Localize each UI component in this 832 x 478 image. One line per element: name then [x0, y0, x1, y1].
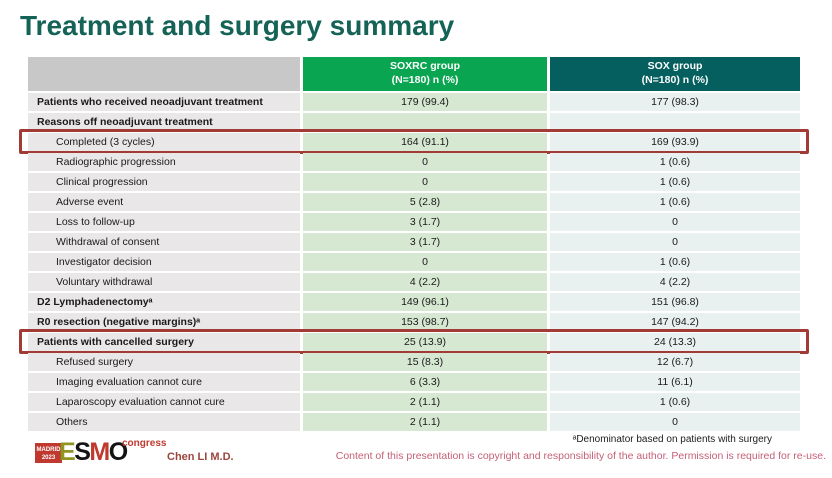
row-label: Investigator decision: [28, 253, 300, 271]
soxrc-value: 3 (1.7): [303, 213, 547, 231]
soxrc-value: 25 (13.9): [303, 333, 547, 351]
sox-value: 1 (0.6): [550, 193, 800, 211]
esmo-wordmark: ESMO: [59, 437, 128, 467]
soxrc-value: 4 (2.2): [303, 273, 547, 291]
denominator-footnote: ᵃDenominator based on patients with surg…: [572, 434, 772, 445]
row-label: Loss to follow-up: [28, 213, 300, 231]
table-row: Radiographic progression 0 1 (0.6): [28, 153, 800, 171]
row-label: Patients who received neoadjuvant treatm…: [28, 93, 300, 111]
sox-value: 11 (6.1): [550, 373, 800, 391]
table-row: Patients who received neoadjuvant treatm…: [28, 93, 800, 111]
table-row: Reasons off neoadjuvant treatment: [28, 113, 800, 131]
row-label: Patients with cancelled surgery: [28, 333, 300, 351]
soxrc-value: 0: [303, 153, 547, 171]
esmo-letter-o: O: [108, 438, 128, 466]
table-row: Withdrawal of consent 3 (1.7) 0: [28, 233, 800, 251]
soxrc-value: 2 (1.1): [303, 393, 547, 411]
copyright-notice: Content of this presentation is copyrigh…: [335, 450, 826, 462]
sox-value: 1 (0.6): [550, 393, 800, 411]
table-header-row: SOXRC group (N=180) n (%) SOX group (N=1…: [28, 57, 800, 91]
madrid-2023-badge: MADRID 2023: [35, 443, 62, 463]
table-row: Voluntary withdrawal 4 (2.2) 4 (2.2): [28, 273, 800, 291]
sox-value: 24 (13.3): [550, 333, 800, 351]
row-label: Withdrawal of consent: [28, 233, 300, 251]
table-row: Others 2 (1.1) 0: [28, 413, 800, 431]
header-sox-subtitle: (N=180) n (%): [641, 74, 709, 86]
slide-title: Treatment and surgery summary: [20, 10, 455, 41]
row-label: Completed (3 cycles): [28, 133, 300, 151]
esmo-letter-e: E: [59, 438, 76, 466]
sox-value: [550, 113, 800, 131]
soxrc-value: 164 (91.1): [303, 133, 547, 151]
soxrc-value: 5 (2.8): [303, 193, 547, 211]
sox-value: 147 (94.2): [550, 313, 800, 331]
esmo-letter-m: M: [89, 438, 110, 466]
header-soxrc-subtitle: (N=180) n (%): [391, 74, 459, 86]
sox-value: 1 (0.6): [550, 173, 800, 191]
row-label: D2 Lymphadenectomyᵃ: [28, 293, 300, 311]
table-row: Adverse event 5 (2.8) 1 (0.6): [28, 193, 800, 211]
soxrc-value: [303, 113, 547, 131]
table-row: R0 resection (negative margins)ᵃ 153 (98.…: [28, 313, 800, 331]
header-empty-cell: [28, 57, 300, 91]
sox-value: 0: [550, 233, 800, 251]
soxrc-value: 179 (99.4): [303, 93, 547, 111]
row-label: Voluntary withdrawal: [28, 273, 300, 291]
sox-value: 1 (0.6): [550, 153, 800, 171]
badge-year: 2023: [41, 455, 56, 462]
table-row: Laparoscopy evaluation cannot cure 2 (1.1…: [28, 393, 800, 411]
soxrc-value: 149 (96.1): [303, 293, 547, 311]
sox-value: 177 (98.3): [550, 93, 800, 111]
row-label: Laparoscopy evaluation cannot cure: [28, 393, 300, 411]
header-sox-title: SOX group: [647, 60, 703, 73]
table-row: Loss to follow-up 3 (1.7) 0: [28, 213, 800, 231]
sox-value: 0: [550, 413, 800, 431]
esmo-congress-logo: MADRID 2023 ESMO congress: [35, 437, 167, 470]
soxrc-value: 3 (1.7): [303, 233, 547, 251]
soxrc-value: 6 (3.3): [303, 373, 547, 391]
row-label: Imaging evaluation cannot cure: [28, 373, 300, 391]
sox-value: 0: [550, 213, 800, 231]
sox-value: 12 (6.7): [550, 353, 800, 371]
row-label: Reasons off neoadjuvant treatment: [28, 113, 300, 131]
row-label: Radiographic progression: [28, 153, 300, 171]
congress-label: congress: [122, 438, 167, 449]
table-row: Refused surgery 15 (8.3) 12 (6.7): [28, 353, 800, 371]
table-row: Imaging evaluation cannot cure 6 (3.3) 11 …: [28, 373, 800, 391]
header-soxrc-group: SOXRC group (N=180) n (%): [303, 57, 547, 91]
table-row: Completed (3 cycles) 164 (91.1) 169 (93.9): [19, 129, 809, 154]
table-row: Clinical progression 0 1 (0.6): [28, 173, 800, 191]
sox-value: 151 (96.8): [550, 293, 800, 311]
esmo-letter-s: S: [74, 438, 91, 466]
row-label: Clinical progression: [28, 173, 300, 191]
header-soxrc-title: SOXRC group: [390, 60, 460, 73]
row-label: Refused surgery: [28, 353, 300, 371]
badge-city: MADRID: [36, 447, 61, 453]
row-label: Others: [28, 413, 300, 431]
row-label: Adverse event: [28, 193, 300, 211]
sox-value: 1 (0.6): [550, 253, 800, 271]
table-row: Investigator decision 0 1 (0.6): [28, 253, 800, 271]
soxrc-value: 0: [303, 253, 547, 271]
soxrc-value: 153 (98.7): [303, 313, 547, 331]
soxrc-value: 0: [303, 173, 547, 191]
presenter-name: Chen LI M.D.: [167, 451, 234, 463]
table-row: D2 Lymphadenectomyᵃ 149 (96.1) 151 (96.8): [28, 293, 800, 311]
soxrc-value: 2 (1.1): [303, 413, 547, 431]
treatment-surgery-table: SOXRC group (N=180) n (%) SOX group (N=1…: [19, 57, 809, 431]
table-row: Patients with cancelled surgery 25 (13.9)…: [19, 329, 809, 354]
sox-value: 4 (2.2): [550, 273, 800, 291]
table-body: Patients who received neoadjuvant treatm…: [19, 91, 809, 431]
row-label: R0 resection (negative margins)ᵃ: [28, 313, 300, 331]
sox-value: 169 (93.9): [550, 133, 800, 151]
soxrc-value: 15 (8.3): [303, 353, 547, 371]
header-sox-group: SOX group (N=180) n (%): [550, 57, 800, 91]
